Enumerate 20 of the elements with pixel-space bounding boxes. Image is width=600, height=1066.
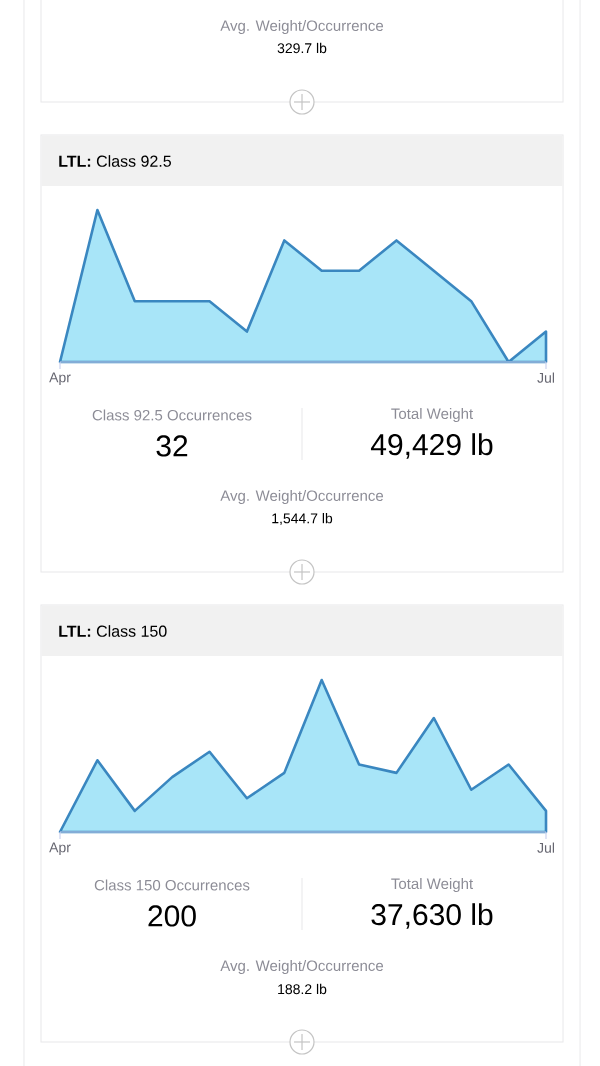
x-tick-label: Jul [537, 842, 555, 853]
text: Total Weight [391, 408, 474, 422]
chart-title: LTL: Class 150 [59, 625, 167, 637]
chart-title: LTL: Class 92.5 [59, 155, 171, 167]
x-tick-label: Jul [537, 372, 555, 383]
text: 49,429 lb [370, 433, 493, 459]
text: Avg. Weight/Occurrence [220, 490, 384, 504]
text: Avg. Weight/Occurrence [220, 960, 384, 974]
text: 188.2 lb [278, 983, 327, 995]
text: 1,544.7 lb [272, 513, 333, 525]
text: 200 [148, 905, 196, 927]
text: Class 92.5 Occurrences [92, 409, 252, 421]
text: 37,630 lb [371, 903, 493, 929]
text: Total Weight [391, 878, 474, 892]
text: Avg. Weight/Occurrence [220, 20, 384, 34]
x-tick-label: Apr [49, 372, 71, 386]
text: Class 150 Occurrences [94, 879, 250, 891]
text: 329.7 lb [277, 42, 327, 54]
x-tick-label: Apr [49, 842, 71, 856]
text: 32 [156, 435, 188, 457]
